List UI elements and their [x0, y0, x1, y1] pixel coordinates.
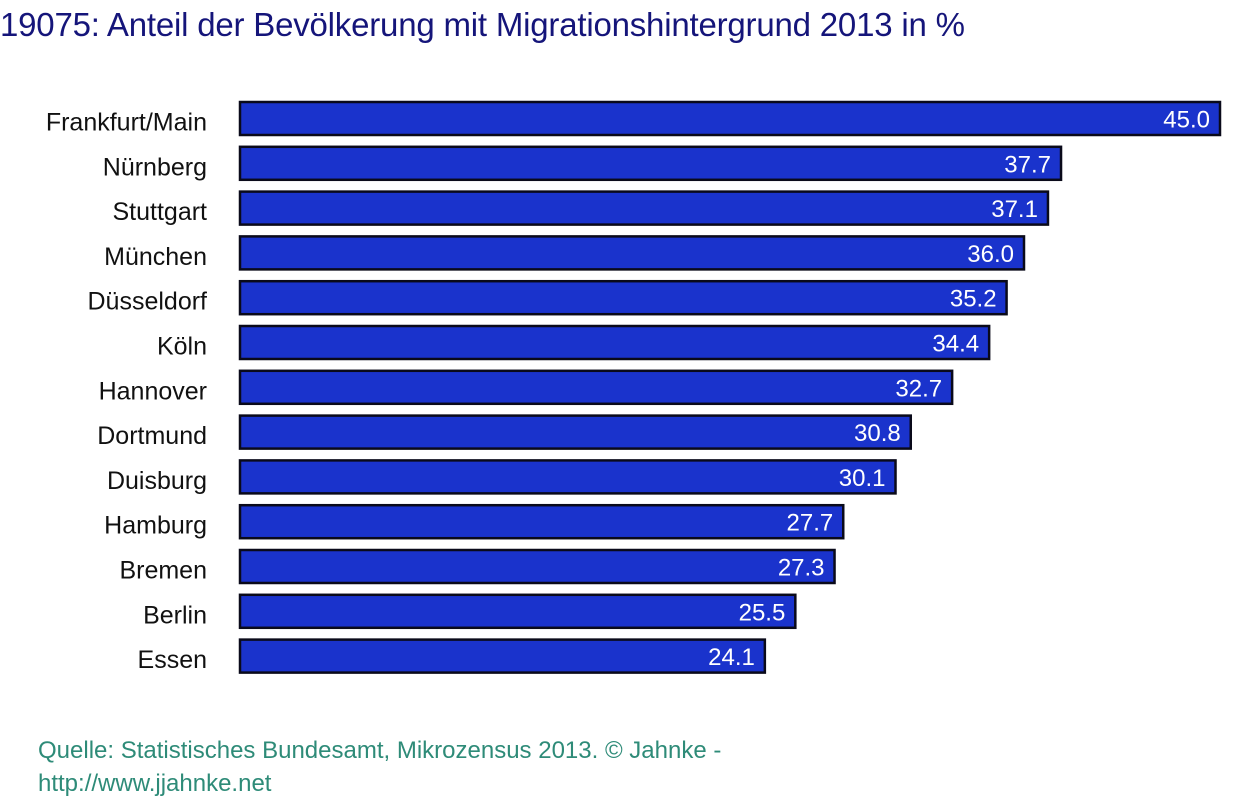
value-label: 45.0: [1163, 107, 1210, 134]
value-label: 25.5: [739, 599, 786, 626]
value-label: 30.8: [854, 420, 901, 447]
bar-hamburg: [238, 503, 845, 540]
bar-dortmund: [238, 414, 913, 450]
value-label: 32.7: [895, 375, 942, 402]
value-label: 37.1: [991, 196, 1038, 223]
category-label: Düsseldorf: [88, 288, 208, 316]
category-label: Bremen: [119, 557, 207, 585]
category-label: Hamburg: [104, 512, 207, 540]
source-note: Quelle: Statistisches Bundesamt, Mikroze…: [38, 734, 721, 800]
bar-bremen: [238, 548, 836, 585]
chart-title: 19075: Anteil der Bevölkerung mit Migrat…: [0, 6, 965, 43]
bar-chart: Frankfurt/Main 45.0 Nürnberg 37.7 Stuttgart 3…: [46, 100, 1222, 674]
category-label: Duisburg: [107, 467, 207, 495]
category-label: Nürnberg: [103, 153, 207, 181]
category-label: München: [104, 243, 207, 271]
category-label: Essen: [138, 646, 207, 674]
bar-düsseldorf: [238, 279, 1008, 316]
category-label: Dortmund: [97, 422, 207, 450]
value-label: 27.7: [787, 510, 834, 537]
value-label: 34.4: [932, 331, 979, 358]
source-line-2: http://www.jjahnke.net: [38, 770, 272, 797]
value-label: 35.2: [950, 286, 997, 313]
category-label: Köln: [157, 333, 207, 361]
bar-münchen: [238, 235, 1026, 271]
bar-nürnberg: [238, 145, 1063, 182]
value-label: 30.1: [839, 465, 886, 492]
value-label: 36.0: [967, 241, 1014, 268]
bar-frankfurt-main: [238, 100, 1222, 137]
value-label: 24.1: [708, 644, 755, 671]
category-label: Hannover: [99, 377, 207, 405]
bar-hannover: [238, 369, 954, 406]
category-label: Stuttgart: [113, 198, 208, 226]
bar-stuttgart: [238, 190, 1050, 226]
bar-essen: [238, 638, 767, 674]
bar-berlin: [238, 593, 797, 630]
bars-group: Frankfurt/Main 45.0 Nürnberg 37.7 Stuttgart 3…: [46, 100, 1222, 674]
category-label: Berlin: [143, 601, 207, 629]
bar-duisburg: [238, 459, 897, 495]
bar-köln: [238, 324, 991, 361]
category-label: Frankfurt/Main: [46, 109, 207, 137]
value-label: 27.3: [778, 555, 825, 582]
value-label: 37.7: [1004, 151, 1051, 178]
source-line-1: Quelle: Statistisches Bundesamt, Mikroze…: [38, 737, 722, 764]
